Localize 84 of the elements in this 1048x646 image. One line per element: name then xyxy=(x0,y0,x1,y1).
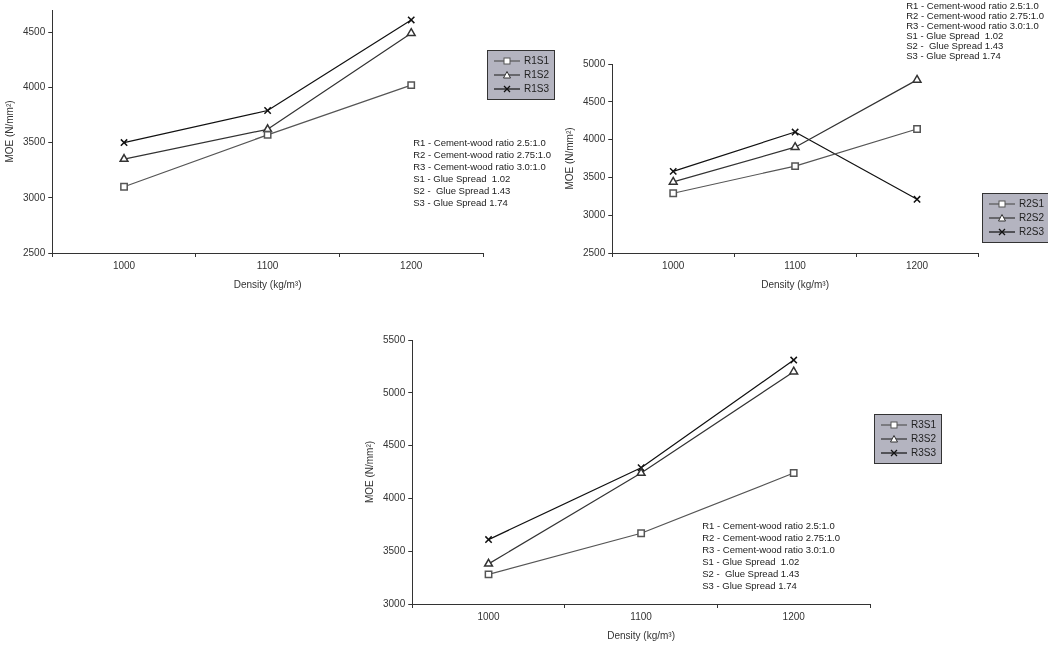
annotation: S1 - Glue Spread 1.02 xyxy=(413,173,511,185)
point xyxy=(789,356,798,364)
point xyxy=(668,176,678,185)
point xyxy=(636,467,646,477)
point xyxy=(791,128,800,136)
legend-label: R1S2 xyxy=(524,68,550,82)
x-tick-label: 1200 xyxy=(905,259,929,271)
text: R2 - Cement-wood ratio 2.75:1.0 xyxy=(906,10,1045,22)
y-tick-label: 4000 xyxy=(23,81,46,93)
y-tick-label: 5500 xyxy=(383,333,406,345)
y-tick-label: 2500 xyxy=(583,246,606,258)
x-tick-label: 1000 xyxy=(477,610,501,622)
annotation: R2 - Cement-wood ratio 2.75:1.0 xyxy=(413,149,552,161)
text: S1 - Glue Spread 1.02 xyxy=(906,30,1004,42)
annotation: S3 - Glue Spread 1.74 xyxy=(702,580,797,592)
point xyxy=(484,535,493,544)
annotation: R3 - Cement-wood ratio 3.0:1.0 xyxy=(413,161,546,173)
y-tick-label: 3500 xyxy=(383,544,406,556)
point xyxy=(789,366,799,375)
legend-label: R2S3 xyxy=(1019,225,1045,239)
annotation: R1 - Cement-wood ratio 2.5:1.0 xyxy=(413,137,546,149)
y-tick-label: 4000 xyxy=(383,492,406,504)
point xyxy=(791,162,800,170)
annotation: S2 - Glue Spread 1.43 xyxy=(702,568,800,580)
y-axis-title: MOE (N/mm²) xyxy=(3,100,15,163)
y-tick-label: 5000 xyxy=(383,386,406,398)
legend-label: R3S3 xyxy=(911,445,937,460)
point xyxy=(789,469,798,477)
y-tick-label: 4000 xyxy=(583,133,606,145)
point xyxy=(120,138,128,147)
text: R3 - Cement-wood ratio 3.0:1.0 xyxy=(906,20,1039,32)
y-axis-title: MOE (N/mm²) xyxy=(363,440,375,504)
y-tick-label: 4500 xyxy=(583,95,606,107)
y-tick-label: 3500 xyxy=(23,136,46,148)
legend-label: R3S1 xyxy=(911,417,937,432)
point xyxy=(407,16,416,24)
point xyxy=(790,141,800,151)
legend-label: R3S2 xyxy=(911,431,937,446)
point xyxy=(912,74,922,83)
y-tick-label: 3000 xyxy=(583,208,606,220)
y-tick-label: 3500 xyxy=(583,171,606,183)
point xyxy=(913,195,921,204)
point xyxy=(483,558,494,567)
y-tick-label: 4500 xyxy=(383,439,406,451)
point xyxy=(637,529,646,538)
x-tick-label: 1100 xyxy=(784,259,807,271)
x-axis-title: Density (kg/m³) xyxy=(607,629,676,641)
annotation: S2 - Glue Spread 1.43 xyxy=(413,185,511,197)
point xyxy=(669,167,678,176)
point xyxy=(119,153,129,163)
y-tick-label: 3000 xyxy=(383,597,406,609)
legend-label: R1S1 xyxy=(524,54,550,68)
y-tick-label: 2500 xyxy=(23,246,46,258)
annotation: S1 - Glue Spread 1.02 xyxy=(702,556,800,568)
annotation: R3 - Cement-wood ratio 3.0:1.0 xyxy=(702,544,835,556)
text: S2 - Glue Spread 1.43 xyxy=(906,40,1004,52)
x-axis-title: Density (kg/m³) xyxy=(761,278,830,290)
x-tick-label: 1200 xyxy=(782,610,806,622)
annotation: S3 - Glue Spread 1.74 xyxy=(413,197,508,209)
y-axis-title: MOE (N/mm²) xyxy=(563,127,575,190)
x-tick-label: 1100 xyxy=(630,610,653,622)
point xyxy=(637,463,646,472)
text: S3 - Glue Spread 1.74 xyxy=(906,50,1001,62)
point xyxy=(263,106,272,115)
point xyxy=(263,130,272,139)
y-tick-label: 3000 xyxy=(23,191,46,203)
annotation: R2 - Cement-wood ratio 2.75:1.0 xyxy=(702,532,841,544)
point xyxy=(406,27,416,37)
legend-label: R2S2 xyxy=(1019,211,1045,225)
y-tick-label: 4500 xyxy=(23,25,46,37)
legend-label: R1S3 xyxy=(524,82,550,96)
x-tick-label: 1200 xyxy=(400,259,423,271)
point xyxy=(669,189,678,198)
x-tick-label: 1000 xyxy=(112,259,136,271)
x-tick-label: 1100 xyxy=(256,259,279,271)
text: R1 - Cement-wood ratio 2.5:1.0 xyxy=(906,0,1039,12)
point xyxy=(120,182,128,191)
annotation: R1 - Cement-wood ratio 2.5:1.0 xyxy=(702,520,835,532)
legend-label: R2S1 xyxy=(1019,197,1045,211)
y-tick-label: 5000 xyxy=(583,57,606,69)
point xyxy=(407,81,416,90)
x-axis-title: Density (kg/m³) xyxy=(233,278,302,290)
x-tick-label: 1000 xyxy=(662,259,685,271)
point xyxy=(913,125,921,133)
